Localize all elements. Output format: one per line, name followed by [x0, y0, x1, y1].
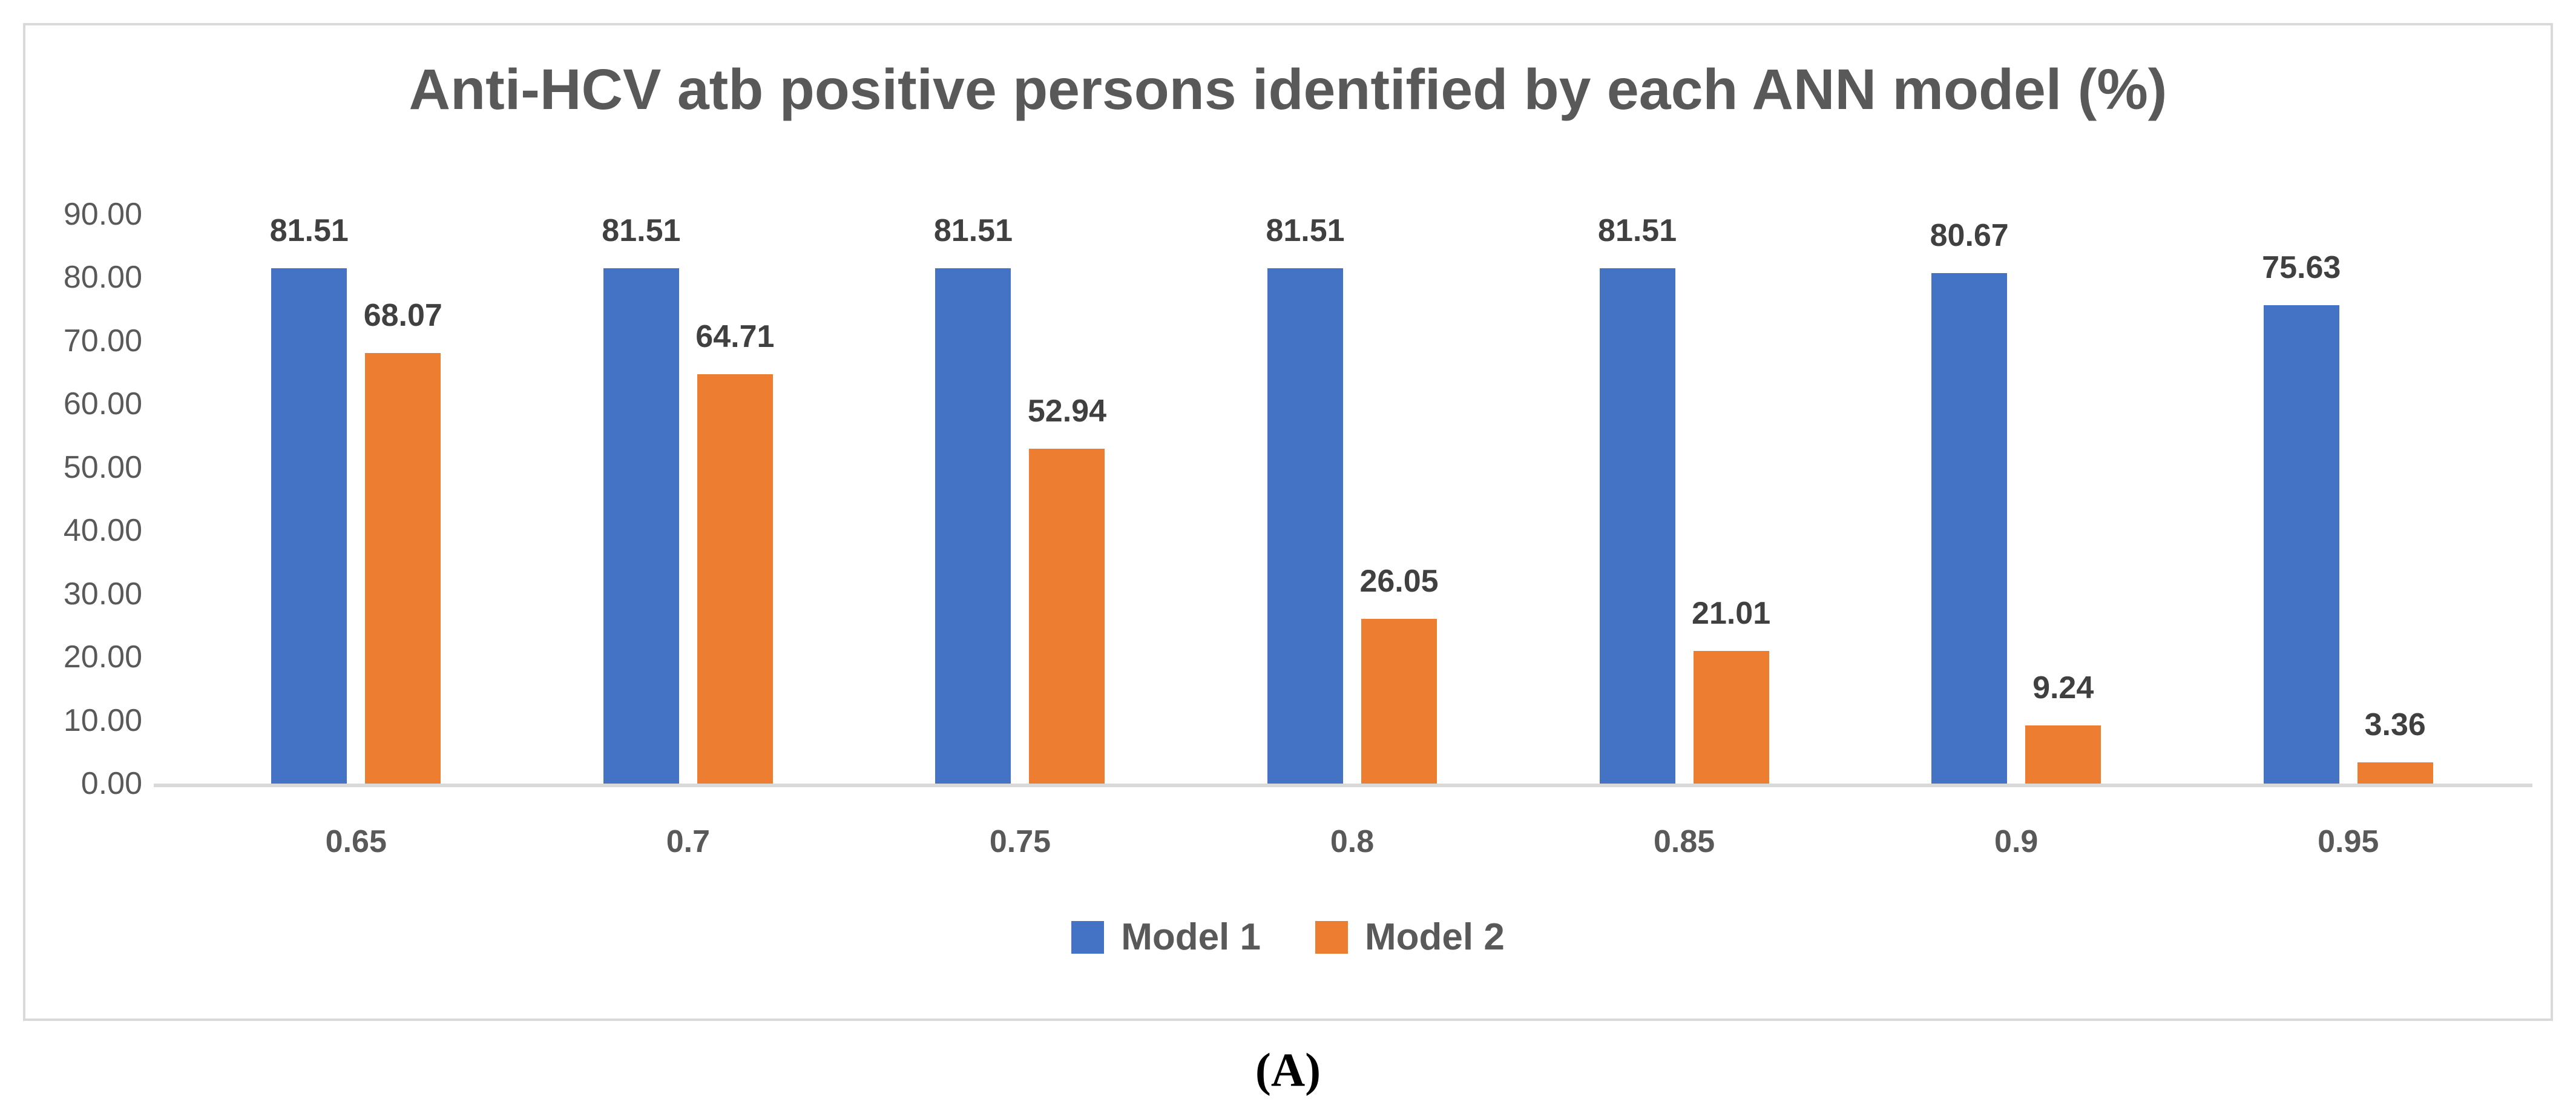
bar-model-2-0.7: 64.71: [695, 319, 774, 784]
bar-group-0.9: 80.67 9.24: [1850, 214, 2183, 784]
bar-model-1-0.65: 81.51: [270, 213, 349, 784]
y-axis-tick: 30.00: [63, 576, 142, 612]
bar-value-label: 68.07: [363, 298, 442, 334]
y-axis-tick: 90.00: [63, 197, 142, 232]
x-axis-category-label: 0.65: [325, 824, 387, 859]
bar-model-2-0.75: 52.94: [1028, 394, 1106, 784]
bar-value-label: 3.36: [2364, 707, 2426, 742]
bar-value-label: 21.01: [1692, 595, 1771, 631]
bar-value-label: 52.94: [1027, 394, 1107, 429]
bar-model-2-0.85: 21.01: [1692, 596, 1770, 784]
bar-model-1-0.95: 75.63: [2262, 250, 2341, 784]
x-axis-category-label: 0.75: [989, 824, 1051, 859]
legend-item-model-2: Model 2: [1315, 916, 1505, 959]
x-axis-category-label: 0.7: [666, 824, 711, 859]
bar-value-label: 75.63: [2262, 250, 2341, 286]
chart-title: Anti-HCV atb positive persons identified…: [409, 58, 2167, 122]
y-axis-tick: 20.00: [63, 639, 142, 675]
bar-model-1-0.8: 81.51: [1266, 213, 1345, 784]
x-axis-line: [154, 784, 2532, 787]
bar-group-0.95: 75.63 3.36: [2182, 214, 2514, 784]
y-axis-tick: 0.00: [80, 766, 142, 801]
x-axis-category-labels: 0.65 0.7 0.75 0.8 0.85 0.9 0.95: [190, 824, 2514, 860]
legend-label-model-2: Model 2: [1365, 916, 1505, 958]
y-axis-tick-labels: 90.00 80.00 70.00 60.00 50.00 40.00 30.00 20.00…: [25, 25, 151, 1019]
x-axis-category-label: 0.95: [2318, 824, 2379, 859]
plot-area: 81.51 68.07 81.51 64.71 81.51 52.94 81.51 26.05…: [190, 213, 2514, 784]
legend-swatch-model-2-icon: [1315, 920, 1348, 954]
x-axis-category-label: 0.85: [1653, 824, 1715, 859]
x-axis-category-label: 0.9: [1994, 824, 2039, 859]
y-axis-tick: 50.00: [63, 449, 142, 485]
bar-model-2-0.95: 3.36: [2357, 707, 2433, 784]
bar-value-label: 64.71: [695, 319, 775, 355]
bar-model-2-0.65: 68.07: [364, 298, 442, 784]
bar-value-label: 9.24: [2032, 670, 2094, 705]
bar-value-label: 81.51: [1266, 213, 1345, 248]
y-axis-tick: 40.00: [63, 513, 142, 549]
legend-item-model-1: Model 1: [1071, 916, 1261, 959]
legend-swatch-model-1-icon: [1071, 920, 1105, 954]
bar-group-0.7: 81.51 64.71: [522, 213, 855, 784]
x-axis-category-label: 0.8: [1330, 824, 1375, 859]
bar-value-label: 26.05: [1359, 563, 1439, 599]
chart-container: Anti-HCV atb positive persons identified…: [23, 23, 2553, 1021]
legend: Model 1 Model 2: [25, 916, 2551, 959]
bar-value-label: 81.51: [1598, 213, 1677, 248]
bar-group-0.75: 81.51 52.94: [854, 213, 1186, 784]
bar-value-label: 81.51: [602, 213, 681, 248]
figure-caption: (A): [1255, 1043, 1321, 1096]
bar-model-1-0.7: 81.51: [602, 213, 680, 784]
y-axis-tick: 80.00: [63, 260, 142, 296]
bar-model-1-0.75: 81.51: [934, 213, 1013, 784]
bar-value-label: 81.51: [933, 213, 1013, 248]
legend-label-model-1: Model 1: [1121, 916, 1261, 958]
bar-value-label: 81.51: [269, 213, 349, 248]
bar-value-label: 80.67: [1930, 218, 2009, 254]
bar-model-1-0.85: 81.51: [1598, 213, 1677, 784]
y-axis-tick: 70.00: [63, 323, 142, 358]
bar-group-0.65: 81.51 68.07: [190, 213, 522, 784]
bar-model-2-0.8: 26.05: [1359, 564, 1439, 784]
bar-group-0.85: 81.51 21.01: [1518, 213, 1850, 784]
bar-model-1-0.9: 80.67: [1930, 218, 2009, 784]
bar-model-2-0.9: 9.24: [2025, 670, 2101, 784]
bar-group-0.8: 81.51 26.05: [1186, 213, 1519, 784]
y-axis-tick: 10.00: [63, 702, 142, 738]
y-axis-tick: 60.00: [63, 386, 142, 422]
